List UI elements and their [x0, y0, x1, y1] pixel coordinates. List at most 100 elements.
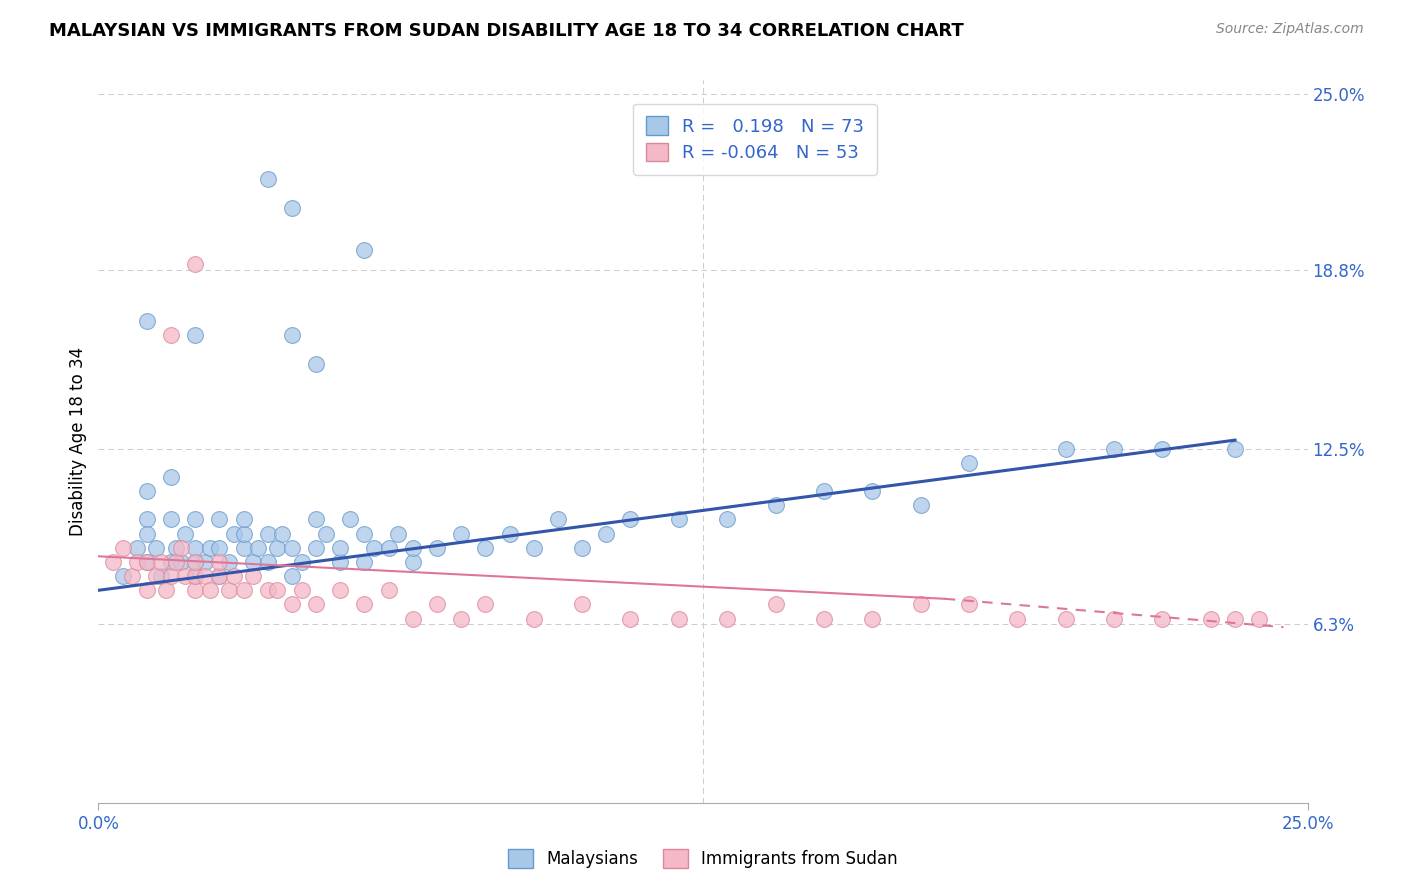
- Point: [353, 555, 375, 569]
- Point: [910, 598, 932, 612]
- Point: [135, 512, 157, 526]
- Point: [184, 257, 207, 271]
- Point: [1223, 442, 1246, 456]
- Point: [135, 555, 157, 569]
- Point: [1249, 612, 1271, 626]
- Point: [155, 583, 177, 598]
- Point: [1102, 442, 1125, 456]
- Point: [315, 526, 337, 541]
- Point: [329, 555, 352, 569]
- Text: Source: ZipAtlas.com: Source: ZipAtlas.com: [1216, 22, 1364, 37]
- Point: [281, 201, 304, 215]
- Point: [208, 555, 231, 569]
- Point: [813, 612, 835, 626]
- Point: [281, 328, 304, 343]
- Point: [222, 569, 245, 583]
- Point: [668, 612, 690, 626]
- Point: [256, 555, 278, 569]
- Point: [290, 555, 312, 569]
- Point: [523, 612, 546, 626]
- Point: [184, 541, 207, 555]
- Point: [208, 512, 231, 526]
- Point: [353, 598, 375, 612]
- Point: [111, 569, 134, 583]
- Point: [305, 512, 328, 526]
- Point: [194, 569, 217, 583]
- Point: [218, 583, 240, 598]
- Point: [1199, 612, 1222, 626]
- Point: [595, 526, 617, 541]
- Point: [329, 541, 352, 555]
- Point: [232, 526, 254, 541]
- Point: [339, 512, 361, 526]
- Point: [716, 512, 738, 526]
- Point: [716, 612, 738, 626]
- Point: [474, 541, 496, 555]
- Point: [184, 555, 207, 569]
- Point: [305, 357, 328, 371]
- Point: [271, 526, 294, 541]
- Point: [363, 541, 385, 555]
- Point: [860, 484, 883, 499]
- Point: [426, 598, 449, 612]
- Point: [198, 541, 221, 555]
- Point: [111, 541, 134, 555]
- Point: [266, 583, 288, 598]
- Point: [232, 512, 254, 526]
- Point: [160, 555, 183, 569]
- Point: [150, 569, 173, 583]
- Point: [547, 512, 569, 526]
- Point: [426, 541, 449, 555]
- Point: [222, 526, 245, 541]
- Point: [160, 569, 183, 583]
- Point: [498, 526, 520, 541]
- Point: [127, 555, 149, 569]
- Point: [184, 583, 207, 598]
- Point: [184, 555, 207, 569]
- Point: [957, 598, 980, 612]
- Point: [353, 244, 375, 258]
- Point: [208, 541, 231, 555]
- Point: [402, 541, 425, 555]
- Point: [247, 541, 270, 555]
- Point: [169, 555, 191, 569]
- Point: [305, 598, 328, 612]
- Point: [198, 583, 221, 598]
- Point: [571, 541, 593, 555]
- Point: [242, 569, 264, 583]
- Point: [121, 569, 143, 583]
- Point: [305, 541, 328, 555]
- Point: [377, 583, 399, 598]
- Point: [135, 526, 157, 541]
- Point: [1223, 612, 1246, 626]
- Point: [184, 512, 207, 526]
- Point: [619, 512, 641, 526]
- Point: [208, 569, 231, 583]
- Point: [242, 555, 264, 569]
- Point: [957, 456, 980, 470]
- Point: [523, 541, 546, 555]
- Point: [232, 541, 254, 555]
- Point: [165, 541, 187, 555]
- Point: [813, 484, 835, 499]
- Point: [160, 512, 183, 526]
- Point: [169, 541, 191, 555]
- Point: [474, 598, 496, 612]
- Y-axis label: Disability Age 18 to 34: Disability Age 18 to 34: [69, 347, 87, 536]
- Point: [145, 541, 167, 555]
- Point: [135, 484, 157, 499]
- Point: [290, 583, 312, 598]
- Point: [174, 526, 197, 541]
- Point: [135, 314, 157, 328]
- Point: [127, 541, 149, 555]
- Point: [184, 569, 207, 583]
- Point: [281, 569, 304, 583]
- Point: [266, 541, 288, 555]
- Point: [910, 498, 932, 512]
- Point: [353, 526, 375, 541]
- Point: [1102, 612, 1125, 626]
- Point: [232, 583, 254, 598]
- Point: [256, 526, 278, 541]
- Point: [765, 598, 787, 612]
- Point: [150, 555, 173, 569]
